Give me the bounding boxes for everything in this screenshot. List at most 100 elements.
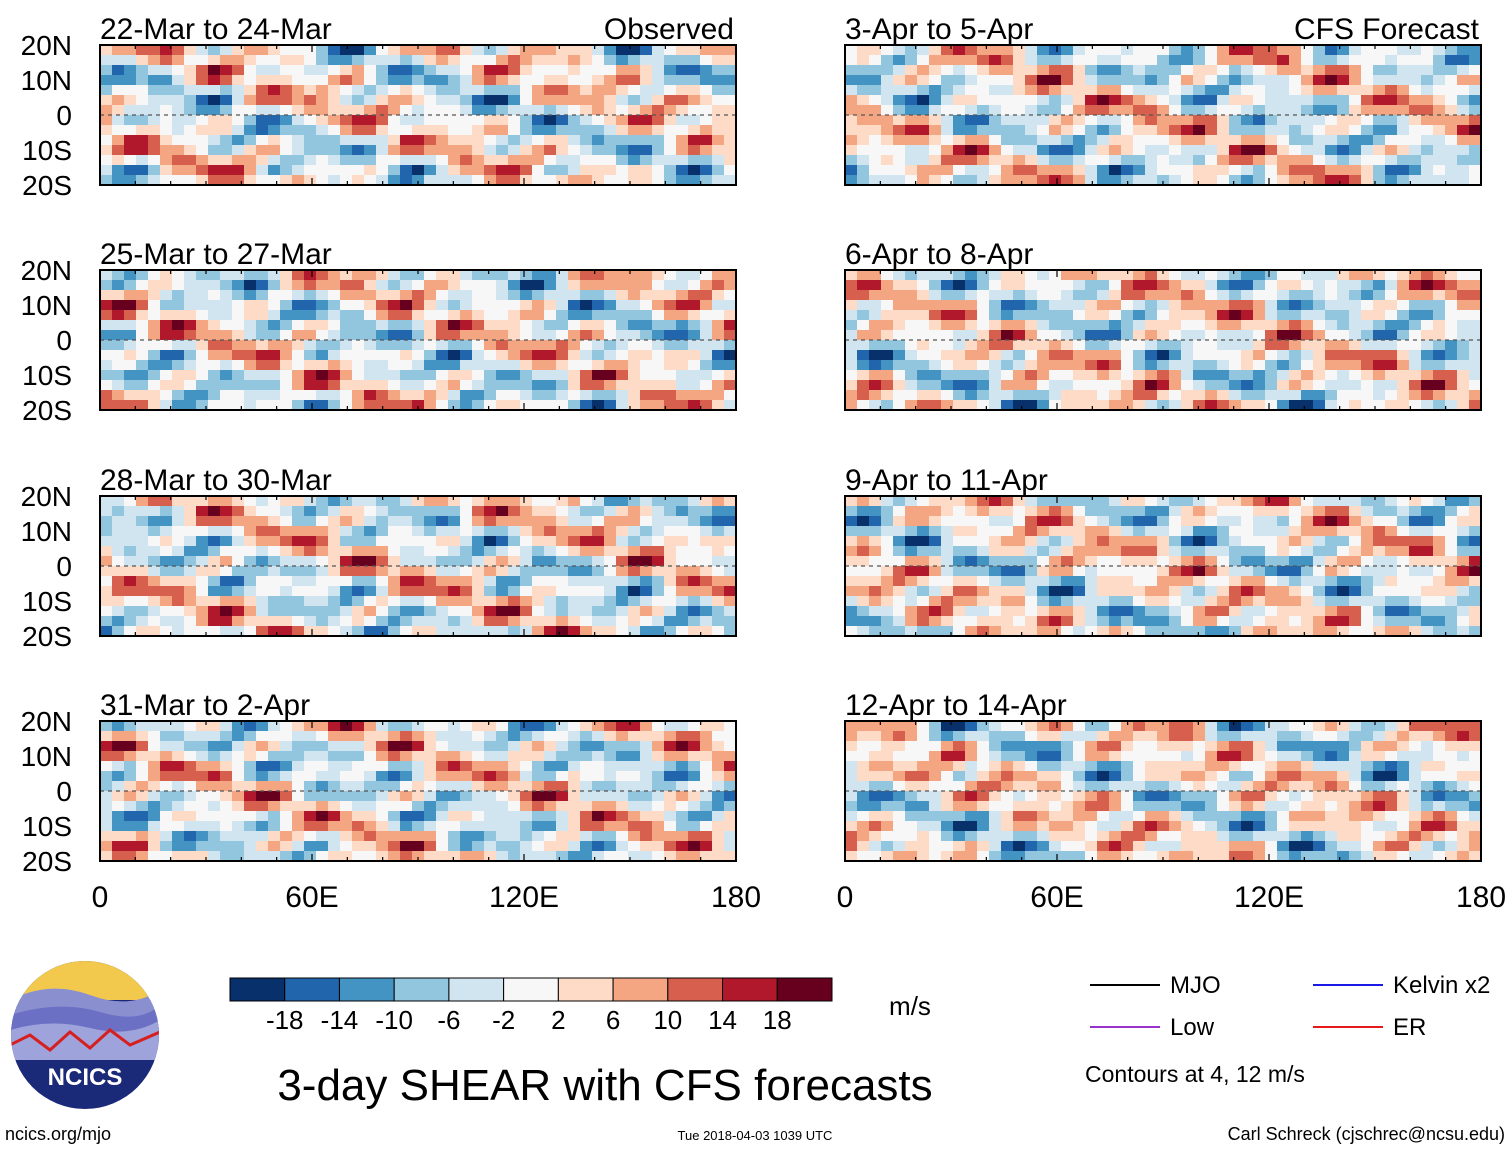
shear-cell [160, 300, 173, 311]
shear-cell [256, 616, 269, 627]
shear-cell [724, 546, 737, 557]
shear-cell [196, 75, 209, 86]
shear-cell [640, 616, 653, 627]
shear-cell [124, 741, 137, 752]
shear-cell [688, 65, 701, 76]
shear-cell [1241, 350, 1254, 361]
shear-cell [628, 390, 641, 401]
shear-cell [256, 340, 269, 351]
shear-cell [688, 626, 701, 637]
shear-cell [1121, 270, 1134, 281]
shear-cell [160, 811, 173, 822]
shear-cell [472, 616, 485, 627]
shear-cell [1289, 135, 1302, 146]
shear-cell [845, 330, 858, 341]
shear-cell [136, 125, 149, 136]
shear-cell [1397, 270, 1410, 281]
shear-cell [1013, 95, 1026, 106]
shear-cell [172, 546, 185, 557]
shear-cell [869, 290, 882, 301]
shear-cell [1169, 95, 1182, 106]
shear-cell [1193, 400, 1206, 411]
shear-cell [184, 556, 197, 567]
shear-cell [580, 165, 593, 176]
shear-cell [580, 55, 593, 66]
shear-cell [220, 556, 233, 567]
shear-cell [184, 155, 197, 166]
shear-cell [244, 811, 257, 822]
shear-cell [616, 85, 629, 96]
shear-cell [352, 821, 365, 832]
shear-cell [460, 801, 473, 812]
shear-cell [1097, 370, 1110, 381]
shear-cell [268, 496, 281, 507]
shear-cell [100, 526, 113, 537]
shear-cell [1025, 526, 1038, 537]
shear-cell [196, 330, 209, 341]
shear-cell [544, 330, 557, 341]
shear-cell [1181, 125, 1194, 136]
shear-cell [1289, 496, 1302, 507]
y-tick-label: 0 [56, 100, 72, 131]
y-tick-label: 10N [21, 741, 72, 772]
shear-cell [676, 155, 689, 166]
shear-cell [893, 380, 906, 391]
shear-cell [616, 75, 629, 86]
shear-cell [1289, 105, 1302, 116]
shear-cell [532, 566, 545, 577]
shear-cell [244, 741, 257, 752]
shear-cell [700, 506, 713, 517]
shear-cell [532, 125, 545, 136]
shear-cell [388, 526, 401, 537]
shear-cell [1313, 165, 1326, 176]
shear-cell [1205, 85, 1218, 96]
shear-cell [652, 280, 665, 291]
shear-cell [1421, 155, 1434, 166]
shear-cell [1133, 350, 1146, 361]
shear-cell [592, 851, 605, 862]
shear-cell [1217, 516, 1230, 527]
shear-cell [352, 310, 365, 321]
shear-cell [1361, 155, 1374, 166]
shear-cell [664, 95, 677, 106]
shear-cell [604, 801, 617, 812]
shear-cell [280, 536, 293, 547]
shear-cell [124, 380, 137, 391]
shear-cell [1001, 45, 1014, 56]
shear-cell [364, 310, 377, 321]
shear-cell [1469, 175, 1482, 186]
shear-cell [364, 741, 377, 752]
shear-cell [220, 95, 233, 106]
shear-cell [508, 851, 521, 862]
shear-cell [436, 851, 449, 862]
shear-cell [160, 65, 173, 76]
shear-cell [388, 586, 401, 597]
shear-cell [1109, 165, 1122, 176]
shear-cell [977, 400, 990, 411]
shear-cell [160, 596, 173, 607]
shear-cell [544, 290, 557, 301]
shear-cell [220, 626, 233, 637]
shear-cell [700, 300, 713, 311]
shear-cell [640, 526, 653, 537]
shear-cell [208, 340, 221, 351]
shear-cell [1133, 55, 1146, 66]
shear-cell [845, 340, 858, 351]
shear-cell [508, 125, 521, 136]
shear-cell [953, 516, 966, 527]
shear-cell [881, 125, 894, 136]
shear-cell [580, 596, 593, 607]
shear-cell [929, 380, 942, 391]
shear-cell [929, 55, 942, 66]
shear-cell [1457, 165, 1470, 176]
shear-cell [1457, 270, 1470, 281]
shear-cell [965, 340, 978, 351]
shear-cell [1085, 85, 1098, 96]
shear-cell [148, 546, 161, 557]
shear-cell [172, 65, 185, 76]
shear-cell [1205, 360, 1218, 371]
shear-cell [857, 340, 870, 351]
shear-cell [232, 75, 245, 86]
shear-cell [628, 731, 641, 742]
shear-cell [100, 45, 113, 56]
